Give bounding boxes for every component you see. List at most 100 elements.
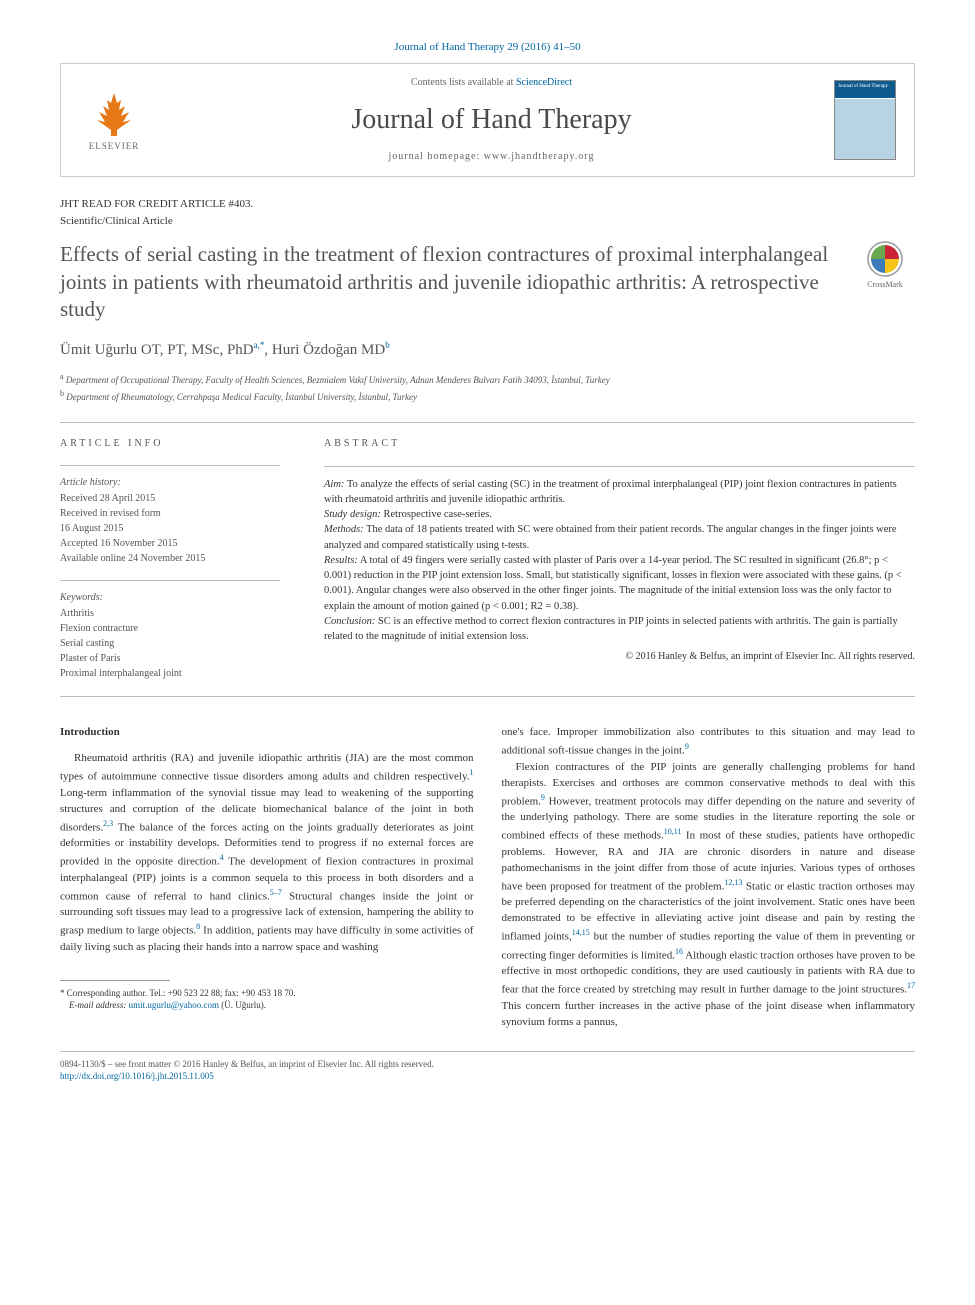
corresponding-author-footnote: * Corresponding author. Tel.: +90 523 22… [60,987,474,1012]
affiliation-a: a Department of Occupational Therapy, Fa… [60,371,915,388]
abstract-copyright: © 2016 Hanley & Belfus, an imprint of El… [324,650,915,665]
cover-thumb-body [835,99,895,159]
results-label: Results: [324,555,358,566]
abstract-divider [324,466,915,467]
journal-cover-thumbnail: Journal of Hand Therapy [834,80,896,160]
title-row: Effects of serial casting in the treatme… [60,241,915,323]
column-left: Introduction Rheumatoid arthritis (RA) a… [60,725,474,1030]
elsevier-tree-icon [89,88,139,138]
aff-a-sup: a [60,372,64,381]
article-info: ARTICLE INFO Article history: Received 2… [60,423,300,696]
article-info-heading: ARTICLE INFO [60,437,280,451]
keywords-label: Keywords: [60,591,280,605]
history-label: Article history: [60,476,280,490]
email-line: E-mail address: umit.ugurlu@yahoo.com (Ü… [60,999,474,1012]
contents-prefix: Contents lists available at [411,77,516,88]
page-footer: 0894-1130/$ – see front matter © 2016 Ha… [60,1051,915,1083]
col2-continuation: one's face. Improper immobilization also… [502,725,916,760]
author-2-sup: b [385,340,390,350]
info-abstract-row: ARTICLE INFO Article history: Received 2… [60,422,915,697]
aim-text: To analyze the effects of serial casting… [324,479,897,505]
col2-text-2g: This concern further increases in the ac… [502,1000,916,1028]
crossmark-label: CrossMark [867,279,903,290]
ref-2-3[interactable]: 2,3 [103,819,113,828]
header-center: Contents lists available at ScienceDirec… [149,76,834,163]
footer-copyright: 0894-1130/$ – see front matter © 2016 Ha… [60,1058,915,1071]
doi-link[interactable]: http://dx.doi.org/10.1016/j.jht.2015.11.… [60,1071,214,1081]
article-type-line2: Scientific/Clinical Article [60,214,915,229]
author-1-name: Ümit Uğurlu OT, PT, MSc, PhD [60,342,254,358]
col2-text-a: one's face. Improper immobilization also… [502,726,916,757]
affiliation-b: b Department of Rheumatology, Cerrahpaşa… [60,388,915,405]
journal-citation: Journal of Hand Therapy 29 (2016) 41–50 [60,40,915,55]
elsevier-text: ELSEVIER [89,140,140,153]
conclusion-label: Conclusion: [324,616,375,627]
results-text: A total of 49 fingers were serially cast… [324,555,902,612]
intro-text-a: Rheumatoid arthritis (RA) and juvenile i… [60,752,474,783]
keyword-2: Flexion contracture [60,622,280,636]
article-type-line1: JHT READ FOR CREDIT ARTICLE #403. [60,197,915,212]
email-link[interactable]: umit.ugurlu@yahoo.com [129,1000,219,1010]
keyword-4: Plaster of Paris [60,652,280,666]
ref-14-15[interactable]: 14,15 [572,928,590,937]
methods-text: The data of 18 patients treated with SC … [324,524,897,550]
affiliations: a Department of Occupational Therapy, Fa… [60,371,915,404]
cover-thumb-title: Journal of Hand Therapy [835,81,895,99]
ref-12-13[interactable]: 12,13 [724,878,742,887]
ref-1[interactable]: 1 [470,768,474,777]
keyword-3: Serial casting [60,637,280,651]
methods-label: Methods: [324,524,364,535]
journal-header-box: ELSEVIER Contents lists available at Sci… [60,63,915,176]
sciencedirect-link[interactable]: ScienceDirect [516,77,572,88]
ref-5-7[interactable]: 5–7 [270,888,282,897]
journal-name: Journal of Hand Therapy [149,100,834,139]
footnote-divider [60,980,170,981]
intro-heading: Introduction [60,725,474,741]
conclusion-text: SC is an effective method to correct fle… [324,616,898,642]
col2-paragraph-2: Flexion contractures of the PIP joints a… [502,760,916,1031]
aff-b-sup: b [60,389,64,398]
contents-available-line: Contents lists available at ScienceDirec… [149,76,834,90]
aff-b-text: Department of Rheumatology, Cerrahpaşa M… [66,392,417,402]
body-columns: Introduction Rheumatoid arthritis (RA) a… [60,725,915,1030]
article-title: Effects of serial casting in the treatme… [60,241,855,323]
ref-16[interactable]: 16 [675,947,683,956]
author-1-sup: a,* [254,340,265,350]
author-2-name: Huri Özdoğan MD [272,342,385,358]
abstract: ABSTRACT Aim: To analyze the effects of … [300,423,915,696]
column-right: one's face. Improper immobilization also… [502,725,916,1030]
ref-17[interactable]: 17 [907,981,915,990]
intro-paragraph: Rheumatoid arthritis (RA) and juvenile i… [60,751,474,956]
abstract-aim: Aim: To analyze the effects of serial ca… [324,477,915,507]
crossmark-icon [867,241,903,277]
history-accepted: Accepted 16 November 2015 [60,537,280,551]
journal-homepage: journal homepage: www.jhandtherapy.org [149,150,834,164]
abstract-methods: Methods: The data of 18 patients treated… [324,522,915,552]
history-revised-1: Received in revised form [60,507,280,521]
crossmark-badge[interactable]: CrossMark [855,241,915,290]
abstract-design: Study design: Retrospective case-series. [324,507,915,522]
elsevier-logo: ELSEVIER [79,88,149,153]
design-text: Retrospective case-series. [381,509,492,520]
keyword-1: Arthritis [60,607,280,621]
authors: Ümit Uğurlu OT, PT, MSc, PhDa,*, Huri Öz… [60,339,915,361]
info-divider-2 [60,580,280,581]
corr-author-line: * Corresponding author. Tel.: +90 523 22… [60,987,474,1000]
homepage-prefix: journal homepage: [389,151,484,162]
history-online: Available online 24 November 2015 [60,552,280,566]
keyword-5: Proximal interphalangeal joint [60,667,280,681]
homepage-url[interactable]: www.jhandtherapy.org [484,151,595,162]
email-suffix: (Ü. Uğurlu). [219,1000,266,1010]
history-received: Received 28 April 2015 [60,492,280,506]
aim-label: Aim: [324,479,344,490]
ref-9a[interactable]: 9 [685,742,689,751]
design-label: Study design: [324,509,381,520]
abstract-results: Results: A total of 49 fingers were seri… [324,553,915,614]
info-divider-1 [60,465,280,466]
ref-10-11[interactable]: 10,11 [664,827,682,836]
aff-a-text: Department of Occupational Therapy, Facu… [66,375,610,385]
email-label: E-mail address: [69,1000,129,1010]
history-revised-2: 16 August 2015 [60,522,280,536]
abstract-conclusion: Conclusion: SC is an effective method to… [324,614,915,644]
abstract-heading: ABSTRACT [324,437,915,452]
